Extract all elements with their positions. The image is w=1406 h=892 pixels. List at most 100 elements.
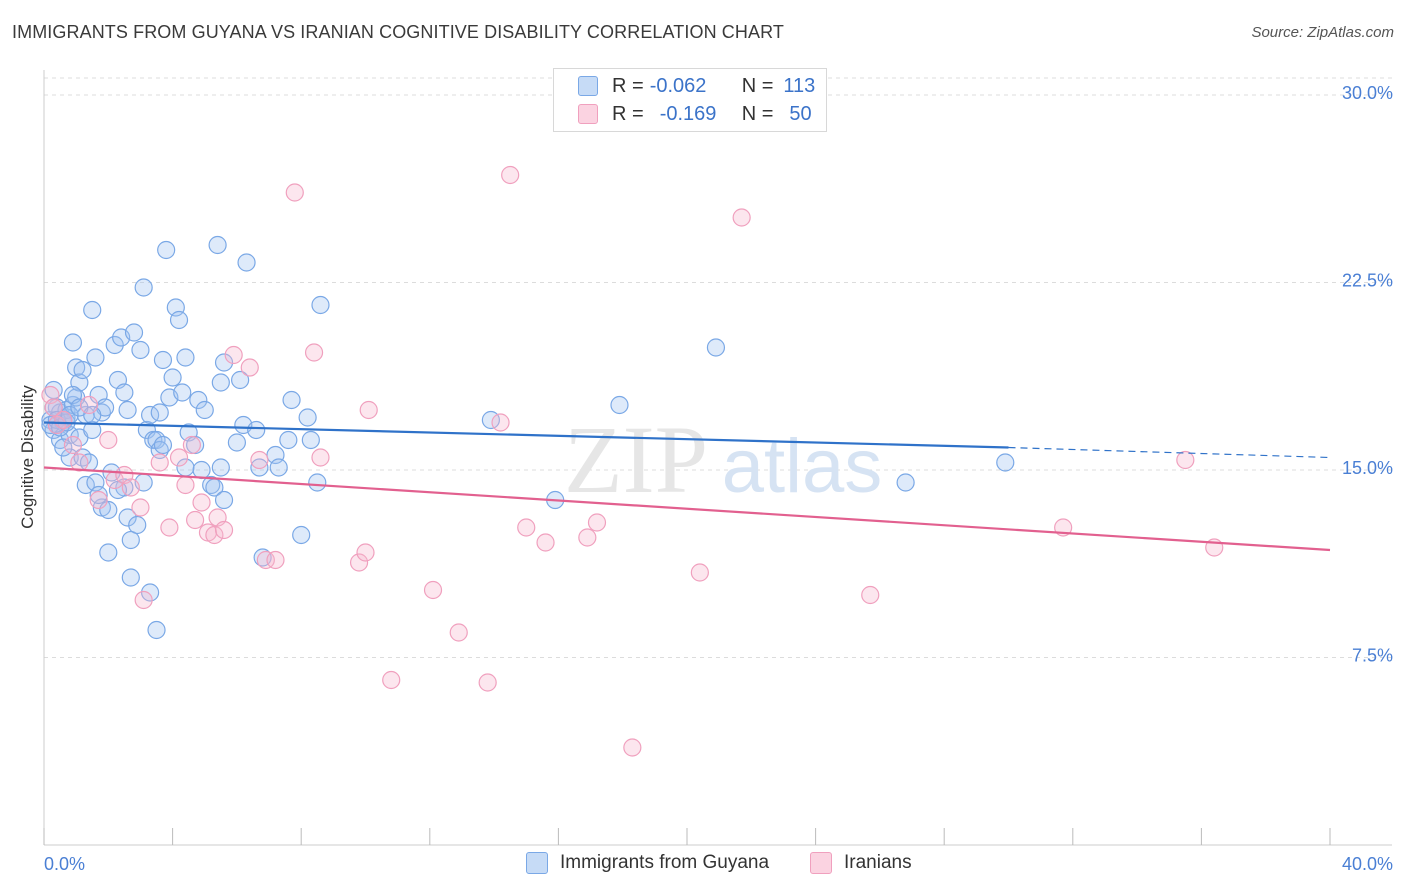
data-point[interactable] — [285, 183, 304, 202]
data-point[interactable] — [173, 383, 192, 402]
data-point[interactable] — [176, 475, 195, 495]
data-point[interactable] — [79, 395, 99, 415]
data-point[interactable] — [44, 398, 63, 417]
data-point[interactable] — [356, 543, 375, 562]
data-point[interactable] — [282, 390, 301, 410]
data-point[interactable] — [163, 368, 182, 387]
data-point[interactable] — [99, 543, 118, 562]
data-point[interactable] — [349, 553, 369, 572]
data-point[interactable] — [86, 348, 105, 367]
data-point[interactable] — [89, 490, 108, 510]
series-legend-guyana[interactable]: Immigrants from Guyana — [526, 852, 769, 874]
data-point[interactable] — [153, 435, 173, 455]
data-point[interactable] — [266, 550, 285, 570]
data-point[interactable] — [214, 353, 234, 372]
data-point[interactable] — [279, 430, 298, 450]
data-point[interactable] — [195, 400, 214, 420]
data-point[interactable] — [134, 590, 153, 610]
data-point[interactable] — [89, 485, 108, 505]
data-point[interactable] — [115, 383, 134, 402]
data-point[interactable] — [304, 343, 324, 362]
data-point[interactable] — [501, 165, 520, 185]
data-point[interactable] — [205, 525, 224, 545]
data-point[interactable] — [63, 435, 83, 455]
data-point[interactable] — [240, 358, 259, 377]
data-point[interactable] — [182, 435, 201, 455]
data-point[interactable] — [211, 458, 230, 477]
data-point[interactable] — [202, 475, 221, 495]
data-point[interactable] — [861, 585, 880, 605]
data-point[interactable] — [63, 333, 83, 352]
data-point[interactable] — [449, 623, 468, 642]
data-point[interactable] — [1176, 450, 1195, 470]
data-point[interactable] — [623, 738, 642, 757]
data-point[interactable] — [192, 493, 211, 512]
data-point[interactable] — [176, 348, 195, 367]
data-point[interactable] — [118, 400, 137, 420]
data-point[interactable] — [224, 345, 243, 365]
data-point[interactable] — [256, 550, 275, 570]
data-point[interactable] — [70, 453, 89, 472]
data-point[interactable] — [231, 370, 250, 390]
data-point[interactable] — [99, 500, 118, 520]
data-point[interactable] — [269, 458, 288, 477]
data-point[interactable] — [124, 323, 144, 342]
data-point[interactable] — [996, 453, 1015, 472]
data-point[interactable] — [732, 208, 751, 227]
data-point[interactable] — [150, 403, 169, 422]
data-point[interactable] — [578, 528, 597, 547]
data-point[interactable] — [121, 478, 140, 497]
data-point[interactable] — [169, 448, 189, 467]
data-point[interactable] — [250, 458, 269, 477]
data-point[interactable] — [105, 335, 124, 355]
data-point[interactable] — [73, 360, 92, 380]
data-point[interactable] — [359, 400, 378, 420]
data-point[interactable] — [491, 413, 510, 432]
data-point[interactable] — [610, 395, 629, 415]
data-point[interactable] — [478, 673, 497, 692]
data-point[interactable] — [134, 278, 153, 297]
data-point[interactable] — [150, 440, 169, 460]
data-point[interactable] — [150, 453, 169, 472]
data-point[interactable] — [706, 338, 726, 357]
data-point[interactable] — [227, 433, 246, 452]
data-point[interactable] — [169, 310, 189, 330]
data-point[interactable] — [311, 295, 330, 315]
data-point[interactable] — [186, 510, 205, 530]
data-point[interactable] — [587, 513, 607, 532]
data-point[interactable] — [99, 430, 118, 450]
data-point[interactable] — [311, 448, 330, 467]
data-point[interactable] — [247, 420, 266, 440]
data-point[interactable] — [128, 515, 147, 535]
data-point[interactable] — [189, 390, 208, 410]
data-point[interactable] — [157, 240, 176, 260]
data-point[interactable] — [131, 340, 150, 360]
data-point[interactable] — [121, 568, 140, 587]
data-point[interactable] — [382, 670, 401, 690]
data-point[interactable] — [250, 450, 269, 470]
data-point[interactable] — [214, 490, 234, 510]
data-point[interactable] — [131, 498, 150, 517]
data-point[interactable] — [896, 473, 915, 492]
data-point[interactable] — [423, 580, 443, 600]
data-point[interactable] — [140, 583, 160, 602]
data-point[interactable] — [536, 533, 555, 552]
data-point[interactable] — [121, 530, 140, 550]
data-point[interactable] — [308, 473, 327, 492]
data-point[interactable] — [208, 235, 227, 255]
data-point[interactable] — [54, 410, 73, 430]
data-point[interactable] — [211, 373, 230, 392]
data-point[interactable] — [690, 563, 709, 582]
data-point[interactable] — [83, 420, 102, 440]
data-point[interactable] — [517, 518, 536, 537]
data-point[interactable] — [118, 508, 137, 527]
data-point[interactable] — [153, 350, 173, 370]
data-point[interactable] — [214, 520, 234, 540]
data-point[interactable] — [160, 518, 179, 537]
data-point[interactable] — [83, 300, 102, 320]
series-legend-iranians[interactable]: Iranians — [810, 852, 912, 874]
data-point[interactable] — [237, 253, 256, 272]
data-point[interactable] — [301, 430, 320, 450]
data-point[interactable] — [147, 620, 166, 640]
data-point[interactable] — [192, 460, 211, 480]
